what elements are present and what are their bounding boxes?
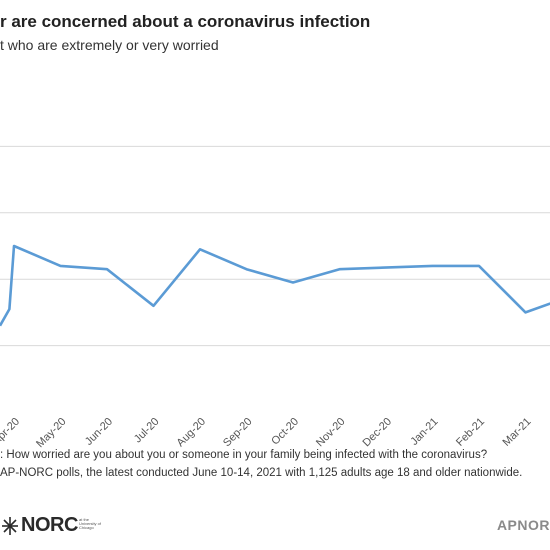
chart-subtitle: t who are extremely or very worried	[0, 37, 219, 53]
gridlines	[0, 145, 550, 347]
norc-logo-text: NORC	[21, 514, 78, 536]
x-tick-label: Oct-20	[269, 416, 301, 448]
x-tick-label: Mar-21	[500, 416, 533, 449]
x-tick-label: Apr-20	[0, 416, 22, 448]
apnorc-logo: APNOR	[496, 517, 550, 533]
chart-title: r are concerned about a coronavirus infe…	[0, 12, 371, 31]
x-tick-label: Aug-20	[175, 416, 209, 450]
x-tick-label: Jun-20	[83, 416, 115, 448]
norc-logo: NORC at the University of Chicago	[0, 514, 120, 538]
x-tick-label: Jul-20	[132, 416, 162, 446]
x-axis-ticks: -20Apr-20May-20Jun-20Jul-20Aug-20Sep-20O…	[0, 416, 550, 450]
series-layer	[0, 244, 550, 327]
chart-notes: : How worried are you about you or someo…	[0, 446, 550, 482]
question-note: : How worried are you about you or someo…	[0, 449, 488, 461]
x-tick-label: Feb-21	[454, 416, 487, 449]
x-tick-label: May-20	[34, 416, 68, 450]
x-tick-label: Jan-21	[408, 416, 440, 448]
x-tick-label: Dec-20	[361, 416, 395, 450]
norc-star-icon	[2, 517, 18, 535]
series-line	[0, 244, 550, 327]
x-tick-label: Nov-20	[314, 416, 348, 450]
norc-logo-subtext: at the University of Chicago	[79, 517, 102, 530]
source-note: AP-NORC polls, the latest conducted June…	[0, 467, 523, 479]
x-tick-label: Sep-20	[221, 416, 255, 450]
